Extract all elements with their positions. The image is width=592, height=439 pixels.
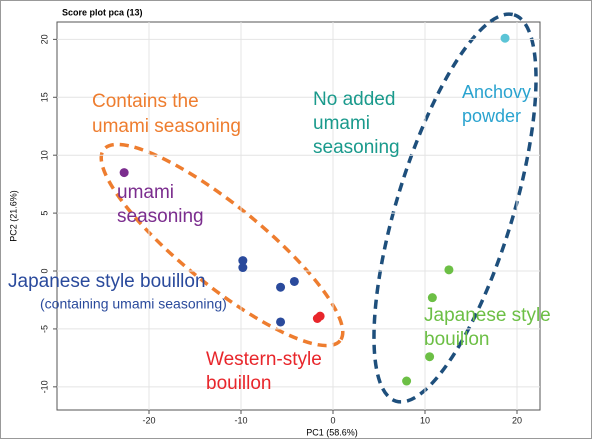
annotation: Japanese style bouillon (8, 271, 206, 292)
annotation: bouillon (206, 373, 272, 394)
y-tick-label: 5 (39, 211, 49, 216)
annotation: (containing umami seasoning) (40, 296, 227, 312)
x-tick-label: 0 (330, 415, 335, 425)
annotation: Contains the (92, 91, 199, 112)
point (500, 33, 510, 43)
grid: -20 -10 0 10 20 -10 -5 0 5 10 15 20 (39, 22, 540, 425)
y-tick-label: 20 (39, 34, 49, 44)
group-ellipse (372, 12, 538, 404)
point (289, 276, 299, 286)
y-tick-label: -5 (39, 325, 49, 333)
group-ellipse (99, 142, 345, 348)
point (276, 317, 286, 327)
point (238, 263, 248, 273)
y-axis-label: PC2 (21.6%) (8, 190, 18, 242)
chart-title: Score plot pca (13) (62, 7, 143, 17)
annotation: bouillon (424, 329, 490, 350)
x-tick-label: 10 (420, 415, 430, 425)
y-tick-label: 10 (39, 150, 49, 160)
point (402, 376, 412, 386)
x-tick-label: -10 (234, 415, 247, 425)
y-tick-label: 15 (39, 92, 49, 102)
point (444, 265, 454, 275)
x-tick-label: -20 (142, 415, 155, 425)
annotation: umami (313, 113, 370, 134)
point (425, 352, 435, 362)
annotation: Anchovy (462, 82, 531, 102)
y-tick-label: 0 (39, 269, 49, 274)
x-tick-label: 20 (512, 415, 522, 425)
point (315, 311, 325, 321)
point (427, 293, 437, 303)
y-tick-label: -10 (39, 380, 49, 393)
annotation: No added (313, 89, 395, 110)
marks (119, 33, 510, 386)
point (119, 168, 129, 178)
annotation: seasoning (117, 206, 204, 227)
annotation: Japanese style (424, 305, 551, 326)
annotations: Contains the umami seasoning No added umami… (8, 82, 551, 394)
annotation: umami seasoning (92, 116, 241, 137)
x-axis-label: PC1 (58.6%) (306, 427, 358, 437)
annotation: seasoning (313, 137, 400, 158)
annotation: Western-style (206, 349, 322, 370)
annotation: umami (117, 182, 174, 203)
annotation: powder (462, 106, 521, 126)
point (238, 256, 248, 266)
point (276, 282, 286, 292)
